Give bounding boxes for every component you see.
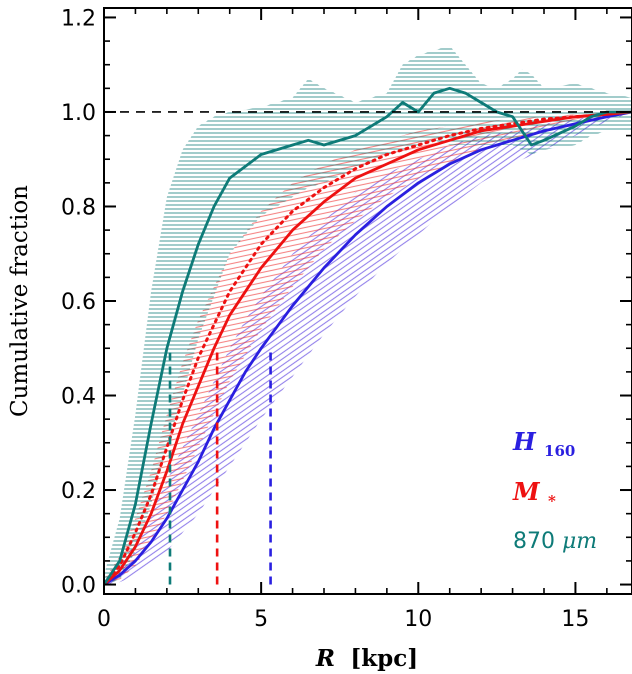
legend-mstar: M * xyxy=(512,477,556,510)
x-tick-label: 5 xyxy=(254,607,268,632)
legend-870um-main: 870 xyxy=(513,529,555,554)
y-tick-label: 0.2 xyxy=(61,479,96,504)
y-axis-title: Cumulative fraction xyxy=(7,185,33,417)
legend: H 160 M * 870 μm xyxy=(512,427,597,554)
x-axis-unit: [kpc] xyxy=(350,645,418,672)
x-axis-title: R [kpc] xyxy=(315,645,418,672)
legend-h160-main: H xyxy=(512,427,537,456)
x-tick-label: 0 xyxy=(97,607,111,632)
y-tick-label: 0.6 xyxy=(61,290,96,315)
legend-870um-unit: μm xyxy=(562,529,597,554)
y-tick-label: 0.8 xyxy=(61,195,96,220)
x-axis-symbol: R xyxy=(315,645,335,672)
legend-mstar-main: M xyxy=(512,477,541,506)
legend-h160-sub: 160 xyxy=(544,442,575,460)
legend-mstar-sub: * xyxy=(548,492,556,510)
y-tick-label: 0.0 xyxy=(61,574,96,599)
legend-870um: 870 μm xyxy=(513,529,597,554)
x-tick-label: 15 xyxy=(561,607,589,632)
x-tick-label: 10 xyxy=(404,607,432,632)
legend-h160: H 160 xyxy=(512,427,575,460)
y-tick-label: 1.2 xyxy=(61,6,96,31)
y-tick-label: 0.4 xyxy=(61,385,96,410)
y-tick-label: 1.0 xyxy=(61,101,96,126)
